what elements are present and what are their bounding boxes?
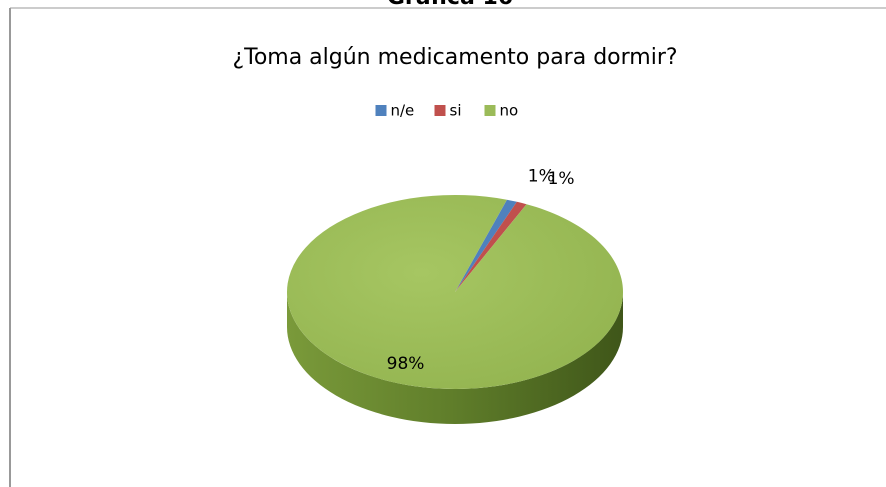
chart-title: ¿Toma algún medicamento para dormir?: [232, 45, 677, 70]
legend: n/e si no: [375, 102, 519, 120]
legend-label: n/e: [391, 102, 415, 120]
legend-swatch: [375, 105, 387, 116]
data-label: 1%: [528, 166, 555, 186]
pie-side: [287, 292, 623, 424]
legend-label: si: [450, 102, 462, 120]
pie-slice: [287, 195, 624, 390]
pie-slice: [455, 199, 517, 292]
data-label: 1%: [548, 169, 575, 189]
legend-label: no: [500, 102, 519, 120]
legend-swatch: [434, 105, 446, 116]
pie-slice: [455, 201, 527, 292]
header: Gráfica 16: [387, 0, 513, 10]
legend-swatch: [484, 105, 496, 116]
data-label: 98%: [387, 354, 425, 374]
